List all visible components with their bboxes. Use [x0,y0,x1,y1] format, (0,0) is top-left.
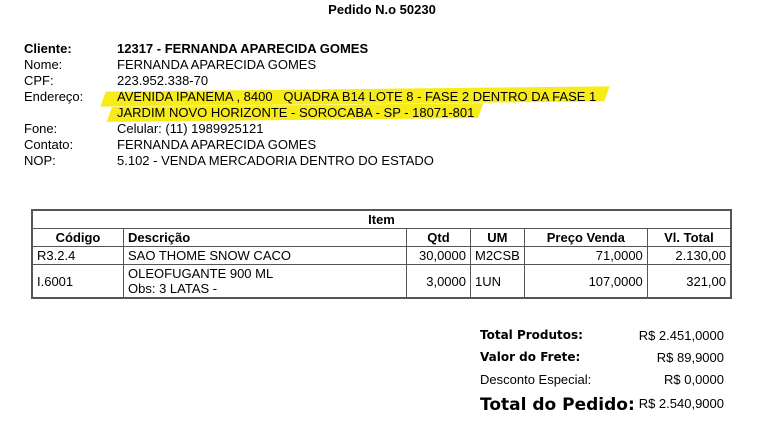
label-nop: NOP: [24,153,56,168]
label-cliente: Cliente: [24,41,72,56]
total-produtos-value: R$ 2.451,0000 [638,328,724,343]
col-qtd: Qtd [406,228,471,247]
value-cpf: 223.952.338-70 [117,73,209,88]
label-cpf: CPF: [24,73,54,88]
table-header-row: Código Descrição Qtd UM Preço Venda Vl. … [31,228,732,247]
cell-codigo: I.6001 [31,264,124,299]
value-cliente: 12317 - FERNANDA APARECIDA GOMES [117,41,369,56]
item-description: OLEOFUGANTE 900 ML [128,266,274,281]
desconto-label: Desconto Especial: [480,372,592,387]
value-endereco-2: JARDIM NOVO HORIZONTE - SOROCABA - SP - … [117,105,475,120]
col-total: Vl. Total [646,228,732,247]
cell-codigo: R3.2.4 [31,246,124,265]
page-title: Pedido N.o 50230 [328,2,436,17]
frete-value: R$ 89,9000 [656,350,724,365]
frete-label: Valor do Frete: [480,350,581,364]
table-row: I.6001 OLEOFUGANTE 900 ML Obs: 3 LATAS - … [31,264,732,299]
value-endereco: AVENIDA IPANEMA , 8400 QUADRA B14 LOTE 8… [117,89,597,104]
col-um: UM [470,228,525,247]
col-descricao: Descrição [123,228,407,247]
table-row: R3.2.4 SAO THOME SNOW CACO 30,0000 M2CSB… [31,246,732,265]
col-preco: Preço Venda [523,228,648,247]
cell-total: 321,00 [646,264,732,299]
cell-qtd: 30,0000 [406,246,471,265]
cell-qtd: 3,0000 [406,264,471,299]
table-caption: Item [31,209,732,229]
cell-total: 2.130,00 [646,246,732,265]
cell-descricao: OLEOFUGANTE 900 ML Obs: 3 LATAS - [123,264,407,299]
value-nome: FERNANDA APARECIDA GOMES [117,57,317,72]
total-pedido-label: Total do Pedido: [480,395,635,415]
total-pedido-value: R$ 2.540,9000 [638,396,724,411]
value-nop: 5.102 - VENDA MERCADORIA DENTRO DO ESTAD… [117,153,434,168]
item-obs: Obs: 3 LATAS - [128,281,218,296]
cell-descricao: SAO THOME SNOW CACO [123,246,407,265]
total-produtos-label: Total Produtos: [480,328,583,342]
label-fone: Fone: [24,121,58,136]
value-contato: FERNANDA APARECIDA GOMES [117,137,317,152]
cell-preco: 71,0000 [523,246,648,265]
label-contato: Contato: [24,137,74,152]
items-table: Item Código Descrição Qtd UM Preço Venda… [31,209,732,299]
label-endereco: Endereço: [24,89,84,104]
value-fone: Celular: (11) 1989925121 [117,121,264,136]
desconto-value: R$ 0,0000 [664,372,724,387]
cell-um: 1UN [470,264,525,299]
cell-preco: 107,0000 [523,264,648,299]
label-nome: Nome: [24,57,63,72]
cell-um: M2CSB [470,246,525,265]
col-codigo: Código [31,228,124,247]
